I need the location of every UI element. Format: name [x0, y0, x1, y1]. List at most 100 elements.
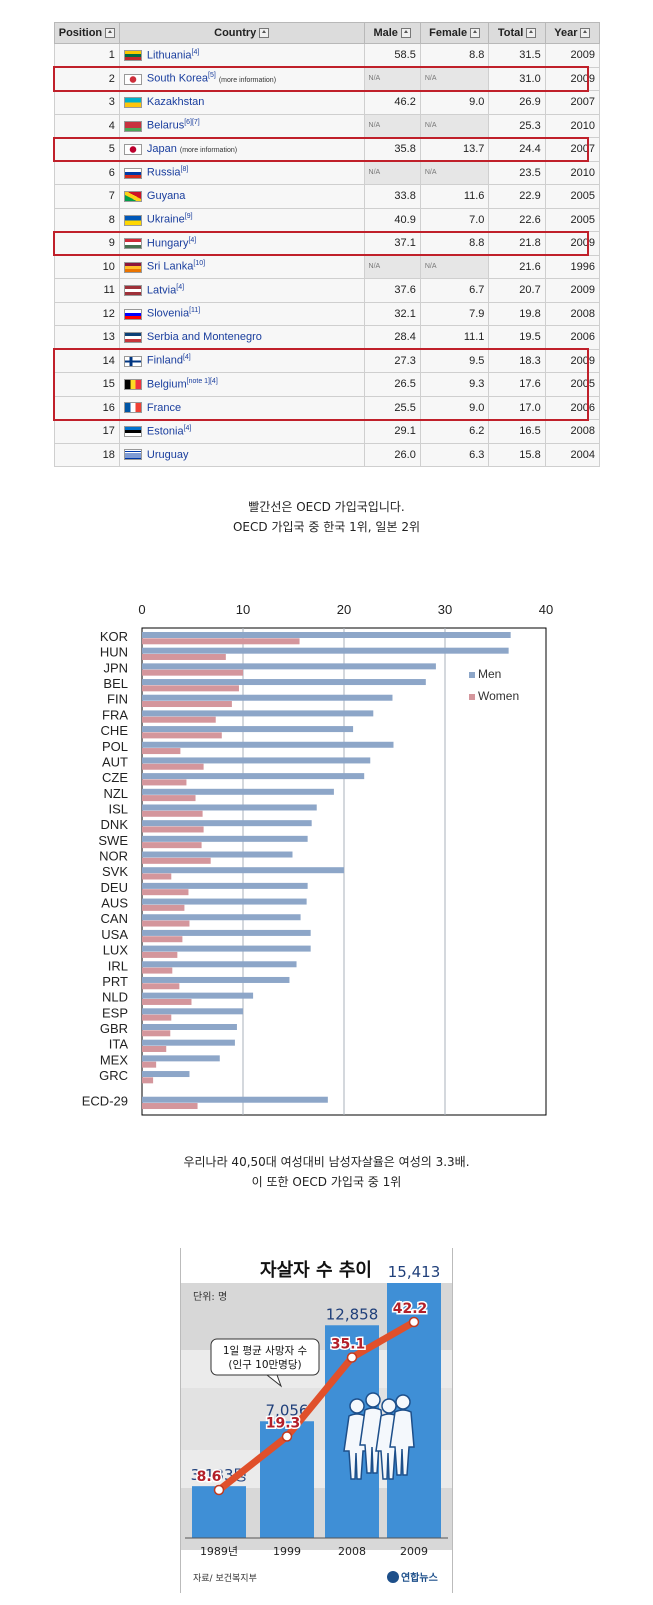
header-year[interactable]: Year — [544, 22, 601, 44]
rate-line — [216, 1318, 416, 1493]
cell-year: 2005 — [544, 372, 601, 397]
cell-country: Finland[4] — [118, 348, 365, 373]
table-row: 6 Russia[8] N/A N/A 23.5 2010 — [54, 160, 601, 185]
header-male[interactable]: Male — [363, 22, 421, 44]
women-bar — [142, 732, 222, 739]
reference-link[interactable]: [4] — [176, 283, 185, 291]
cell-year: 2008 — [544, 301, 601, 326]
yonhap-logo-icon — [387, 1571, 399, 1583]
men-bar — [142, 914, 301, 921]
reference-link[interactable]: [10] — [193, 260, 206, 268]
country-link[interactable]: Finland — [146, 355, 183, 368]
reference-link[interactable]: [note 1][4] — [186, 377, 218, 385]
cell-total: 21.6 — [488, 254, 546, 279]
reference-link[interactable]: [4] — [183, 424, 192, 432]
men-bar — [142, 647, 509, 654]
country-link[interactable]: Belgium — [146, 378, 187, 391]
country-link[interactable]: Slovenia — [146, 308, 190, 321]
women-bar — [142, 967, 173, 974]
suicide-rate-table: Position Country Male Female Total Year … — [54, 22, 601, 467]
header-position[interactable]: Position — [54, 22, 120, 44]
table-header-row: Position Country Male Female Total Year — [54, 22, 601, 44]
cell-male: 35.8 — [363, 137, 421, 162]
women-bar — [142, 889, 189, 896]
header-country[interactable]: Country — [118, 22, 365, 44]
table-row: 4 Belarus[6][7] N/A N/A 25.3 2010 — [54, 113, 601, 138]
sort-icon[interactable] — [105, 28, 116, 39]
women-bar — [142, 748, 181, 755]
cell-female: 11.1 — [419, 325, 490, 350]
reference-link[interactable]: [4] — [188, 236, 197, 244]
rate-point — [408, 1316, 420, 1328]
header-total[interactable]: Total — [488, 22, 546, 44]
country-link[interactable]: France — [146, 401, 182, 414]
cell-male: 28.4 — [363, 325, 421, 350]
category-label: JPN — [103, 660, 128, 675]
country-link[interactable]: Belarus — [146, 120, 185, 133]
sort-icon[interactable] — [470, 28, 481, 39]
sort-icon[interactable] — [400, 28, 411, 39]
men-bar — [142, 882, 308, 889]
kazakhstan-flag-icon — [123, 96, 142, 108]
more-information-link[interactable]: (more information) — [179, 147, 238, 155]
country-link[interactable]: South Korea — [146, 73, 209, 86]
ukraine-flag-icon — [123, 214, 142, 226]
reference-link[interactable]: [8] — [180, 166, 189, 174]
cell-female: 9.0 — [419, 90, 490, 115]
cell-male: 25.5 — [363, 395, 421, 420]
cell-female: 11.6 — [419, 184, 490, 209]
more-information-link[interactable]: (more information) — [218, 77, 277, 85]
men-bar — [142, 976, 290, 983]
women-bar — [142, 810, 203, 817]
country-link[interactable]: Russia — [146, 167, 181, 180]
cell-male: 26.0 — [363, 442, 421, 467]
country-link[interactable]: Japan — [146, 143, 177, 156]
cell-total: 26.9 — [488, 90, 546, 115]
header-female[interactable]: Female — [419, 22, 490, 44]
cell-total: 16.5 — [488, 419, 546, 444]
category-label: DNK — [101, 817, 129, 832]
year-label: 2009 — [400, 1545, 428, 1558]
country-link[interactable]: Uruguay — [146, 448, 189, 461]
cell-year: 2009 — [544, 231, 601, 256]
gender-suicide-bar-chart: 0 10 20 30 40KORHUNJPNBELFINFRACHEPOLAUTCZEN… — [82, 602, 553, 1116]
country-link[interactable]: Lithuania — [146, 49, 192, 62]
category-label: CAN — [101, 911, 128, 926]
country-link[interactable]: Latvia — [146, 284, 177, 297]
cell-total: 19.8 — [488, 301, 546, 326]
reference-link[interactable]: [4] — [182, 354, 191, 362]
rate-value-label: 35.1 — [331, 1337, 366, 1353]
country-link[interactable]: Estonia — [146, 425, 184, 438]
reference-link[interactable]: [11] — [189, 307, 201, 315]
bar-value-label: 7,056 — [266, 1401, 309, 1419]
category-label: BEL — [103, 676, 128, 691]
sort-icon[interactable] — [526, 28, 537, 39]
country-link[interactable]: Ukraine — [146, 214, 185, 227]
country-link[interactable]: Serbia and Montenegro — [146, 331, 262, 344]
country-link[interactable]: Kazakhstan — [146, 96, 205, 109]
cell-year: 2008 — [544, 419, 601, 444]
reference-link[interactable]: [6][7] — [184, 119, 200, 127]
x-tick-label: 40 — [539, 602, 553, 617]
callout-line: (인구 10만명당) — [228, 1359, 301, 1371]
women-bar — [142, 1103, 198, 1110]
men-bar — [142, 1071, 190, 1078]
cell-year: 2004 — [544, 442, 601, 467]
sort-icon[interactable] — [259, 28, 270, 39]
cell-country: Lithuania[4] — [118, 43, 365, 68]
men-bar — [142, 1096, 328, 1103]
estonia-flag-icon — [123, 426, 142, 438]
reference-link[interactable]: [5] — [208, 72, 216, 80]
category-label: KOR — [100, 629, 128, 644]
reference-link[interactable]: [9] — [184, 213, 193, 221]
reference-link[interactable]: [4] — [191, 48, 200, 56]
women-bar — [142, 842, 202, 849]
sort-icon[interactable] — [580, 28, 591, 39]
table-row: 14 Finland[4] 27.3 9.5 18.3 2009 — [54, 348, 601, 373]
country-link[interactable]: Guyana — [146, 190, 186, 203]
cell-position: 1 — [54, 43, 120, 68]
country-link[interactable]: Sri Lanka — [146, 261, 194, 274]
men-bar — [142, 929, 311, 936]
country-link[interactable]: Hungary — [146, 237, 189, 250]
